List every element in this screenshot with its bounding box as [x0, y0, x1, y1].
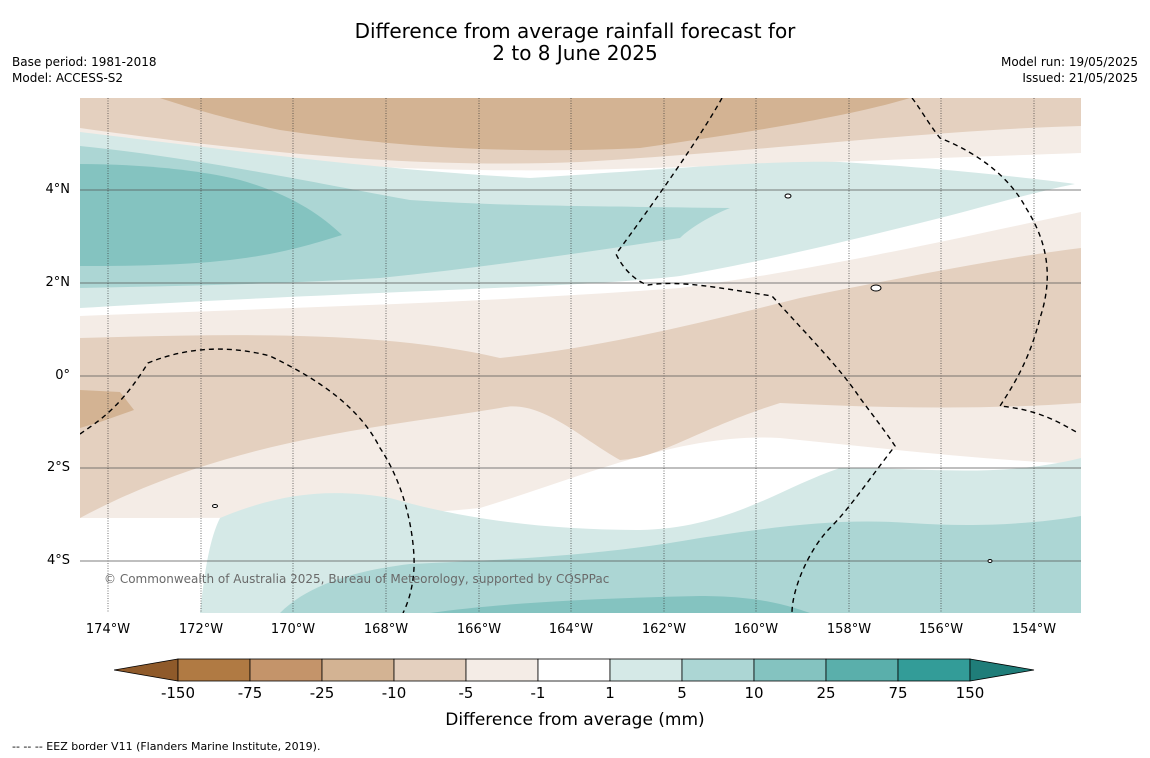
lon-label-158w: 158°W	[826, 622, 872, 637]
lon-label-162w: 162°W	[641, 622, 687, 637]
chart-title: Difference from average rainfall forecas…	[0, 20, 1150, 64]
colorbar-seg-7	[609, 658, 683, 682]
band-south-wet-10	[430, 596, 810, 613]
lon-label-168w: 168°W	[363, 622, 409, 637]
lon-label-172w: 172°W	[178, 622, 224, 637]
lon-label-160w: 160°W	[733, 622, 779, 637]
colorbar-label: Difference from average (mm)	[445, 710, 705, 730]
lon-label-170w: 170°W	[270, 622, 316, 637]
colorbar-seg-2	[249, 658, 323, 682]
lat-label-4s: 4°S	[46, 553, 70, 568]
eez-border-west	[80, 348, 415, 613]
colorbar-tick-12: 150	[955, 684, 985, 702]
base-period: Base period: 1981-2018	[12, 55, 157, 69]
lon-label-174w: 174°W	[85, 622, 131, 637]
colorbar-seg-10	[825, 658, 899, 682]
colorbar-tick-3: -25	[309, 684, 335, 702]
footnote: -- -- -- EEZ border V11 (Flanders Marine…	[12, 740, 321, 753]
colorbar-seg-3	[321, 658, 395, 682]
issued-date: Issued: 21/05/2025	[1022, 71, 1138, 85]
copyright-text: © Commonwealth of Australia 2025, Bureau…	[104, 572, 610, 586]
colorbar-seg-11	[897, 658, 971, 682]
band-north-wet-10	[80, 164, 342, 266]
colorbar-arrow-right	[969, 658, 1035, 682]
island-a	[784, 193, 792, 199]
lat-label-2s: 2°S	[46, 460, 70, 475]
colorbar-arrow-left	[114, 658, 179, 682]
island-d	[987, 559, 993, 563]
model-run: Model run: 19/05/2025	[1000, 55, 1138, 69]
lon-label-166w: 166°W	[456, 622, 502, 637]
colorbar-seg-6	[537, 658, 611, 682]
colorbar-tick-1: -150	[160, 684, 196, 702]
band-south-wet-5	[280, 516, 1081, 613]
meta-left: Base period: 1981-2018 Model: ACCESS-S2	[12, 54, 157, 86]
lat-label-0: 0°	[55, 368, 70, 383]
lon-label-164w: 164°W	[548, 622, 594, 637]
colorbar-seg-8	[681, 658, 755, 682]
colorbar-tick-7: 1	[605, 684, 615, 702]
meridians	[107, 98, 1035, 613]
band-top-dry-10	[160, 98, 1081, 151]
map-svg	[80, 98, 1081, 613]
title-line-1: Difference from average rainfall forecas…	[354, 19, 796, 43]
colorbar-seg-1	[177, 658, 251, 682]
lat-label-2n: 2°N	[45, 275, 71, 290]
colorbar	[114, 658, 1035, 682]
eez-border-east	[911, 98, 1079, 434]
colorbar-tick-8: 5	[677, 684, 687, 702]
colorbar-tick-4: -10	[381, 684, 407, 702]
colorbar-tick-5: -5	[458, 684, 474, 702]
island-b	[870, 284, 882, 292]
graticule	[80, 189, 1081, 562]
title-line-2: 2 to 8 June 2025	[492, 41, 658, 65]
rainfall-map	[80, 98, 1081, 613]
colorbar-seg-5	[465, 658, 539, 682]
meta-right: Model run: 19/05/2025 Issued: 21/05/2025	[1001, 54, 1138, 86]
eez-border-central	[615, 98, 896, 613]
islands	[212, 193, 993, 563]
colorbar-tick-11: 75	[888, 684, 908, 702]
band-dry-10-patch	[80, 390, 134, 428]
colorbar-tick-9: 10	[744, 684, 764, 702]
eez-borders	[80, 98, 1079, 613]
lat-label-4n: 4°N	[45, 182, 71, 197]
colorbar-tick-2: -75	[237, 684, 263, 702]
island-c	[212, 504, 218, 508]
colorbar-seg-9	[753, 658, 827, 682]
lon-label-156w: 156°W	[918, 622, 964, 637]
colorbar-tick-6: -1	[530, 684, 546, 702]
colorbar-tick-10: 25	[816, 684, 836, 702]
lon-label-154w: 154°W	[1011, 622, 1057, 637]
band-equator-dry-5	[80, 248, 1081, 518]
colorbar-seg-4	[393, 658, 467, 682]
model-name: Model: ACCESS-S2	[12, 71, 124, 85]
